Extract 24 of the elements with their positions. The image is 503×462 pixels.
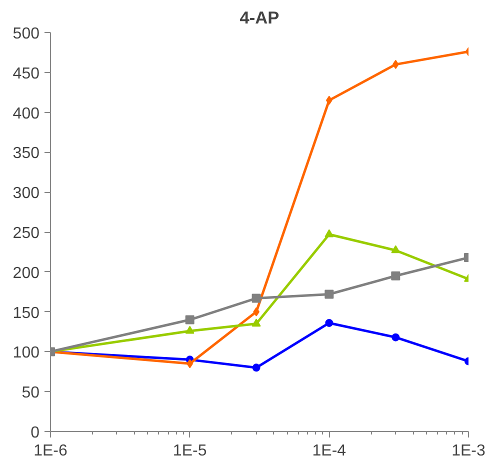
point — [325, 318, 334, 327]
point — [324, 290, 334, 299]
point — [185, 326, 194, 334]
point — [185, 315, 194, 324]
x-tick-label: 1E-4 — [312, 442, 346, 460]
point — [392, 333, 400, 342]
y-tick-label: 250 — [12, 225, 40, 242]
point — [391, 245, 400, 254]
point — [324, 229, 334, 238]
x-tick-label: 1E-6 — [34, 442, 68, 460]
y-tick-label: 0 — [30, 424, 40, 442]
y-tick-label: 350 — [12, 145, 40, 162]
chart-title: 4-AP — [240, 8, 280, 28]
x-tick-label: 1E-5 — [172, 442, 207, 460]
y-tick-label: 450 — [12, 65, 40, 82]
y-tick-label: 300 — [12, 185, 40, 202]
y-tick-label: 400 — [12, 105, 40, 122]
point — [391, 271, 400, 280]
y-tick-label: 100 — [12, 344, 40, 362]
y-tick-label: 200 — [12, 264, 40, 282]
y-tick-label: 500 — [12, 26, 40, 42]
y-tick-label: 50 — [22, 384, 40, 402]
y-tick-label: 150 — [12, 304, 40, 322]
x-tick-label: 1E-3 — [452, 442, 486, 460]
